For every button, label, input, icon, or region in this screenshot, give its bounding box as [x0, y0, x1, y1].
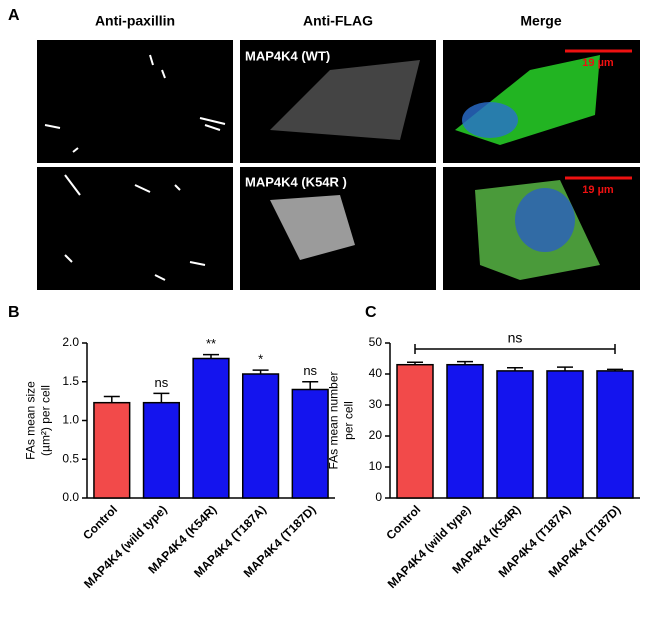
y-tick-label: 0: [375, 490, 382, 504]
row-label: MAP4K4 (K54R ): [245, 174, 347, 189]
y-axis-label: FAs mean number: [327, 371, 341, 469]
panel-label: C: [365, 304, 377, 321]
significance-label: ns: [508, 330, 523, 346]
significance-label: ns: [303, 363, 317, 378]
cell: [270, 195, 355, 260]
scale-bar-label: 19 µm: [582, 57, 614, 69]
column-header: Anti-paxillin: [95, 13, 175, 29]
bar: [446, 363, 484, 499]
y-axis-label: (µm²) per cell: [39, 385, 53, 456]
y-tick-label: 20: [369, 428, 383, 442]
bar: [93, 401, 131, 499]
y-axis-label: per cell: [342, 401, 356, 440]
error-bar: [407, 361, 423, 365]
cell: [270, 60, 420, 140]
x-tick-label: MAP4K4 (wild type): [81, 502, 170, 591]
significance-label: **: [206, 336, 216, 351]
image: [37, 40, 233, 163]
y-tick-label: 2.0: [62, 335, 79, 349]
bar: [396, 363, 434, 499]
panel-label: B: [8, 304, 20, 321]
significance-label: *: [258, 352, 263, 367]
nucleus: [462, 102, 518, 138]
error-bar: [153, 392, 170, 403]
column-header: Anti-FLAG: [303, 13, 373, 29]
x-tick-label: Control: [383, 502, 423, 542]
y-tick-label: 0.0: [62, 490, 79, 504]
adhesions: [44, 54, 226, 281]
row-label: MAP4K4 (WT): [245, 48, 330, 63]
column-header: Merge: [520, 13, 561, 29]
y-axis-label: FAs mean size: [24, 381, 38, 460]
x-tick-label: Control: [80, 502, 120, 542]
bar: [291, 388, 329, 499]
bar: [596, 370, 634, 499]
error-bar: [103, 395, 120, 403]
image: [37, 167, 233, 290]
y-tick-label: 0.5: [62, 451, 79, 465]
y-tick-label: 1.5: [62, 374, 79, 388]
bar: [546, 370, 584, 499]
panel-label: A: [8, 7, 20, 24]
x-tick-label: MAP4K4 (wild type): [385, 502, 474, 591]
error-bar: [302, 381, 319, 390]
error-bar: [557, 366, 573, 371]
significance-bracket: [414, 344, 616, 354]
micrographs: [37, 40, 640, 290]
error-bar: [252, 369, 269, 374]
bar: [192, 357, 230, 499]
bar: [496, 370, 534, 499]
error-bar: [457, 360, 473, 365]
significance-label: ns: [155, 375, 169, 390]
y-tick-label: 40: [369, 366, 383, 380]
nucleus: [515, 188, 575, 252]
bar: [142, 401, 181, 499]
y-tick-label: 50: [369, 335, 383, 349]
error-bar: [203, 353, 219, 359]
error-bar: [507, 367, 523, 371]
scale-bar-label: 19 µm: [582, 184, 614, 196]
bar: [241, 373, 280, 499]
error-bar: [607, 368, 623, 371]
y-tick-label: 1.0: [62, 413, 79, 427]
y-tick-label: 30: [369, 397, 383, 411]
y-tick-label: 10: [369, 459, 383, 473]
